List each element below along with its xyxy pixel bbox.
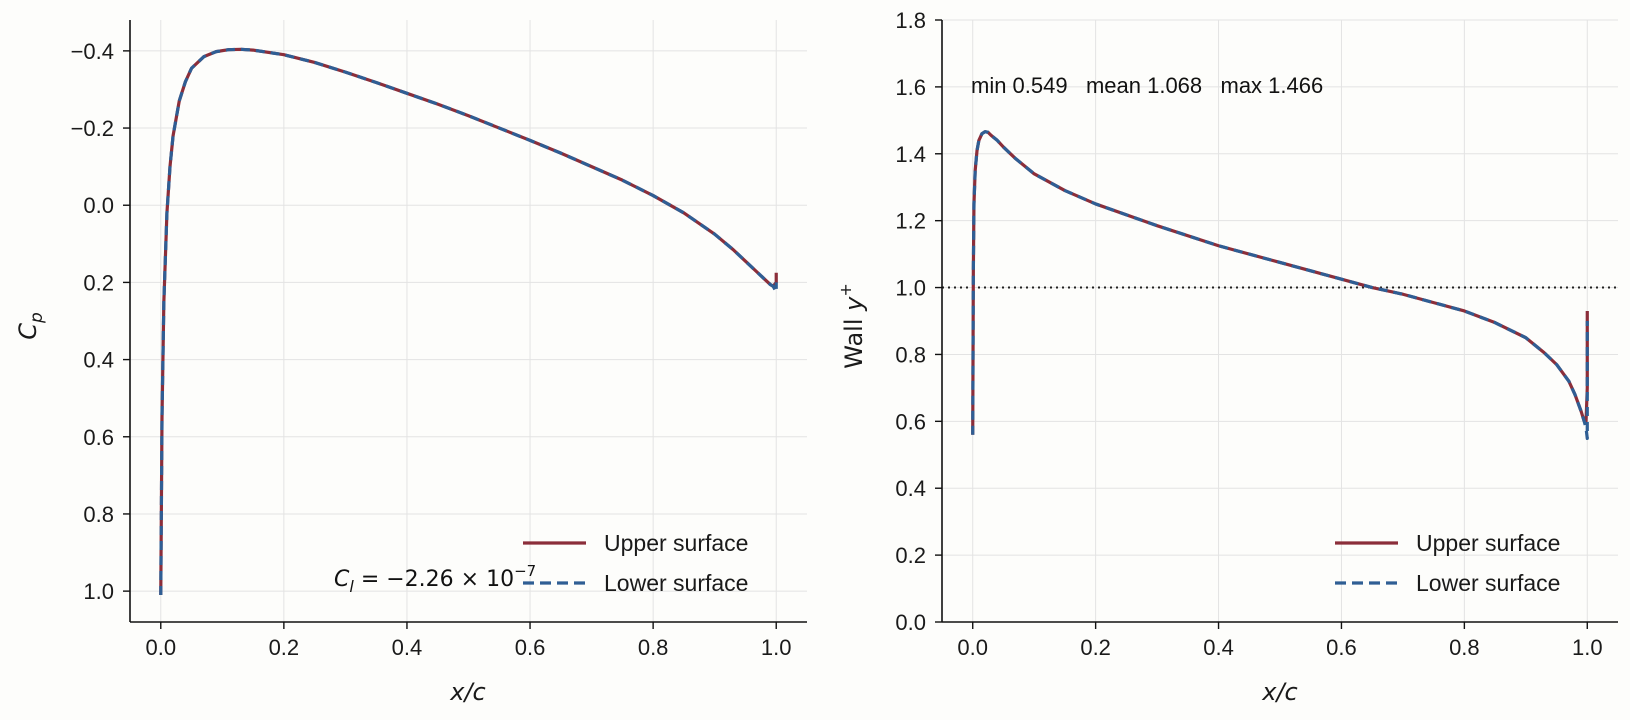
yplus-y-tick-label: 0.4: [895, 476, 926, 501]
yplus-y-axis-label-text: Wall: [840, 311, 868, 369]
cl-exponent: −7: [514, 562, 536, 580]
cp-x-tick-label: 0.8: [638, 635, 669, 660]
cp-y-tick-label: 0.4: [83, 348, 114, 373]
yplus-y-tick-label: 1.4: [895, 142, 926, 167]
yplus-y-tick-label: 1.8: [895, 8, 926, 33]
cl-subscript: l: [349, 577, 354, 596]
cp-series: [159, 47, 778, 596]
yplus-y-tick-label: 1.2: [895, 209, 926, 234]
yplus-x-tick-label: 0.4: [1203, 635, 1234, 660]
cl-symbol: C: [334, 567, 350, 592]
yplus-y-tick-label: 0.6: [895, 409, 926, 434]
cp-y-tick-label: −0.2: [71, 116, 114, 141]
cl-equals: =: [354, 567, 386, 592]
cp-series-lower-line: [159, 47, 778, 596]
yplus-x-tick-label: 0.2: [1080, 635, 1111, 660]
cp-y-tick-label: 0.2: [83, 270, 114, 295]
cp-y-tick-label: 1.0: [83, 579, 114, 604]
yplus-y-axis-label-symbol: y: [840, 296, 868, 312]
cl-base: 10: [486, 567, 514, 592]
yplus-x-axis-label: x/c: [1261, 678, 1297, 706]
cp-y-ticks: −0.4 −0.2 0.0 0.2 0.4 0.6 0.8 1.0: [71, 39, 130, 604]
yplus-series: [971, 130, 1589, 440]
cl-times: ×: [454, 567, 486, 592]
cl-annotation: Cl = −2.26 × 10−7: [334, 562, 536, 596]
cp-grid: [130, 20, 807, 622]
yplus-y-tick-label: 0.2: [895, 543, 926, 568]
cp-y-tick-label: 0.8: [83, 502, 114, 527]
yplus-y-ticks: 0.0 0.2 0.4 0.6 0.8 1.0 1.2 1.4 1.6 1.8: [895, 8, 942, 635]
cp-legend-upper-label: Upper surface: [604, 530, 748, 556]
yplus-y-tick-label: 0.8: [895, 342, 926, 367]
cp-series-upper-line: [159, 47, 778, 596]
cp-x-tick-label: 0.0: [145, 635, 176, 660]
yplus-chart: 0.0 0.2 0.4 0.6 0.8 1.0 0.0 0.2 0.4 0.6 0.8 1.0 1.2…: [836, 8, 1618, 706]
yplus-legend-lower-label: Lower surface: [1416, 570, 1560, 596]
cp-x-ticks: 0.0 0.2 0.4 0.6 0.8 1.0: [145, 622, 792, 660]
cp-legend-lower-label: Lower surface: [604, 570, 748, 596]
cp-x-tick-label: 1.0: [761, 635, 792, 660]
cp-x-tick-label: 0.2: [269, 635, 300, 660]
yplus-x-tick-label: 1.0: [1572, 635, 1603, 660]
cp-x-tick-label: 0.4: [392, 635, 423, 660]
cp-x-tick-label: 0.6: [515, 635, 546, 660]
cp-legend: Upper surface Lower surface: [523, 530, 748, 596]
cp-y-tick-label: 0.0: [83, 193, 114, 218]
yplus-y-axis-label-superscript: +: [836, 283, 855, 296]
yplus-x-tick-label: 0.6: [1326, 635, 1357, 660]
yplus-series-upper-line: [971, 130, 1589, 435]
yplus-series-lower-line: [971, 130, 1589, 440]
cp-y-tick-label: −0.4: [71, 39, 114, 64]
cp-chart: 0.0 0.2 0.4 0.6 0.8 1.0 −0.4−0.20.00.20.40.60…: [14, 20, 807, 706]
yplus-y-axis-label: Wall y+: [836, 283, 868, 368]
cp-x-axis-label: x/c: [449, 678, 485, 706]
cl-mantissa: −2.26: [386, 567, 453, 592]
yplus-legend-upper-label: Upper surface: [1416, 530, 1560, 556]
yplus-legend: Upper surface Lower surface: [1335, 530, 1560, 596]
yplus-y-tick-label: 1.0: [895, 276, 926, 301]
cp-y-tick-label: 0.6: [83, 425, 114, 450]
cp-y-axis-label: Cp: [14, 312, 47, 340]
yplus-y-tick-label: 1.6: [895, 75, 926, 100]
yplus-y-tick-label: 0.0: [895, 610, 926, 635]
yplus-stats-text: min 0.549 mean 1.068 max 1.466: [971, 73, 1323, 98]
yplus-x-ticks: 0.0 0.2 0.4 0.6 0.8 1.0: [957, 622, 1603, 660]
cp-y-axis-label-subscript: p: [27, 312, 47, 324]
yplus-x-tick-label: 0.0: [957, 635, 988, 660]
yplus-x-tick-label: 0.8: [1449, 635, 1480, 660]
cp-y-axis-label-symbol: C: [14, 323, 42, 340]
